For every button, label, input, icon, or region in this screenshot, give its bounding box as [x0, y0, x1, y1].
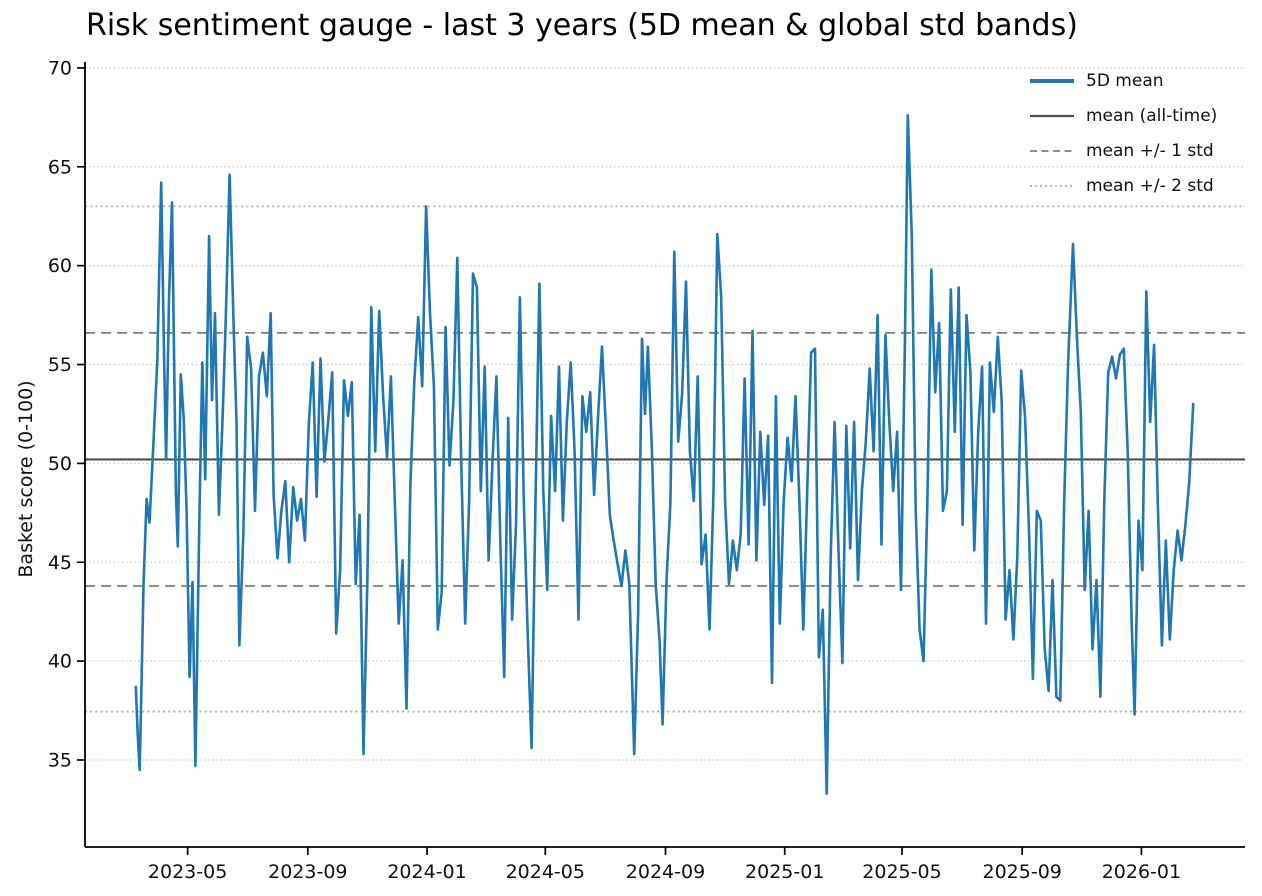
legend-sample-line-icon	[1030, 114, 1074, 118]
series-5d-mean-line	[134, 114, 1195, 795]
y-tick-label: 65	[48, 156, 72, 178]
x-tick-label: 2024-05	[506, 861, 585, 883]
legend-label: mean +/- 2 std	[1086, 176, 1214, 196]
legend-entry-2std: mean +/- 2 std	[1030, 173, 1217, 199]
y-tick-label: 45	[48, 552, 72, 574]
x-tick-label: 2024-09	[626, 861, 705, 883]
x-tick-label: 2023-05	[148, 861, 227, 883]
x-tick-label: 2025-05	[862, 861, 941, 883]
legend: 5D mean mean (all-time) mean +/- 1 std m…	[1030, 68, 1217, 199]
y-tick-label: 50	[48, 453, 72, 475]
legend-sample-line-icon	[1030, 150, 1074, 152]
y-tick-label: 35	[48, 749, 72, 771]
legend-label: mean (all-time)	[1086, 106, 1218, 126]
legend-label: mean +/- 1 std	[1086, 141, 1214, 161]
legend-entry-mean: mean (all-time)	[1030, 103, 1217, 129]
y-tick-label: 55	[48, 354, 72, 376]
x-tick-label: 2025-01	[745, 861, 824, 883]
y-tick-label: 40	[48, 651, 72, 673]
legend-sample-line-icon	[1030, 185, 1074, 187]
legend-entry-5d-mean: 5D mean	[1030, 68, 1217, 94]
x-tick-label: 2024-01	[387, 861, 466, 883]
x-tick-label: 2025-09	[982, 861, 1061, 883]
x-tick-label: 2023-09	[268, 861, 347, 883]
legend-label: 5D mean	[1086, 71, 1164, 91]
y-tick-label: 60	[48, 255, 72, 277]
y-tick-label: 70	[48, 57, 72, 79]
legend-entry-1std: mean +/- 1 std	[1030, 138, 1217, 164]
chart-title: Risk sentiment gauge - last 3 years (5D …	[86, 8, 1078, 43]
legend-sample-line-icon	[1030, 79, 1074, 83]
x-tick-label: 2026-01	[1102, 861, 1181, 883]
